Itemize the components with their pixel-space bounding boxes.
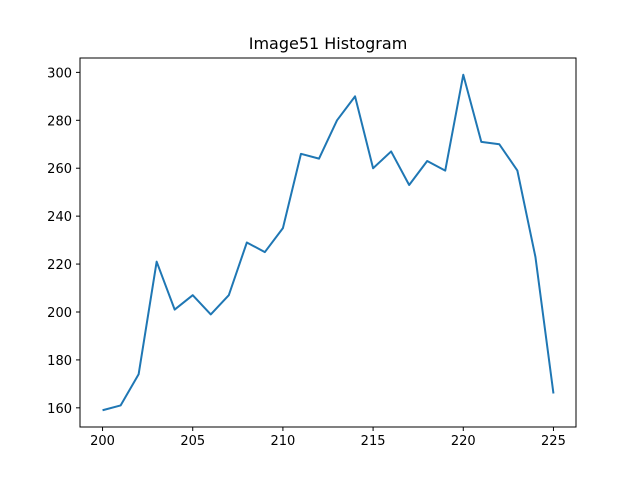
data-point xyxy=(372,167,374,169)
data-point xyxy=(534,256,536,258)
data-point xyxy=(120,404,122,406)
series-layer xyxy=(102,73,555,412)
y-tick-label: 300 xyxy=(47,66,72,81)
plot-area-frame xyxy=(79,57,577,428)
series-line xyxy=(102,73,555,412)
x-tick-label: 210 xyxy=(270,434,295,449)
data-point xyxy=(336,119,338,121)
data-point xyxy=(264,251,266,253)
data-point xyxy=(444,170,446,172)
data-point xyxy=(174,309,176,311)
x-tick-label: 215 xyxy=(361,434,386,449)
y-tick-label: 200 xyxy=(47,306,72,321)
data-point xyxy=(480,141,482,143)
x-tick-label: 225 xyxy=(541,434,566,449)
y-tick-label: 160 xyxy=(47,402,72,417)
data-point xyxy=(228,294,230,296)
data-point xyxy=(246,242,248,244)
y-tick-label: 260 xyxy=(47,162,72,177)
y-tick-label: 240 xyxy=(47,210,72,225)
data-point xyxy=(498,143,500,145)
data-point xyxy=(408,184,410,186)
y-tick-label: 220 xyxy=(47,258,72,273)
data-point xyxy=(426,160,428,162)
data-point xyxy=(300,153,302,155)
data-point xyxy=(318,158,320,160)
data-point xyxy=(282,227,284,229)
y-tick-label: 280 xyxy=(47,114,72,129)
chart-title: Image51 Histogram xyxy=(249,34,408,53)
data-point xyxy=(102,409,104,411)
data-point xyxy=(156,261,158,263)
data-point xyxy=(354,95,356,97)
tick-layer: 200 205 210 215 220 225 160 180 200 220 240 260 280 3… xyxy=(47,66,566,449)
x-tick-label: 220 xyxy=(451,434,476,449)
x-tick-label: 200 xyxy=(90,434,115,449)
data-point xyxy=(138,373,140,375)
y-tick-label: 180 xyxy=(47,354,72,369)
data-point xyxy=(192,294,194,296)
data-point xyxy=(516,170,518,172)
data-point xyxy=(390,150,392,152)
data-point xyxy=(210,313,212,315)
data-point xyxy=(462,74,464,76)
data-point xyxy=(552,392,554,394)
x-tick-label: 205 xyxy=(180,434,205,449)
